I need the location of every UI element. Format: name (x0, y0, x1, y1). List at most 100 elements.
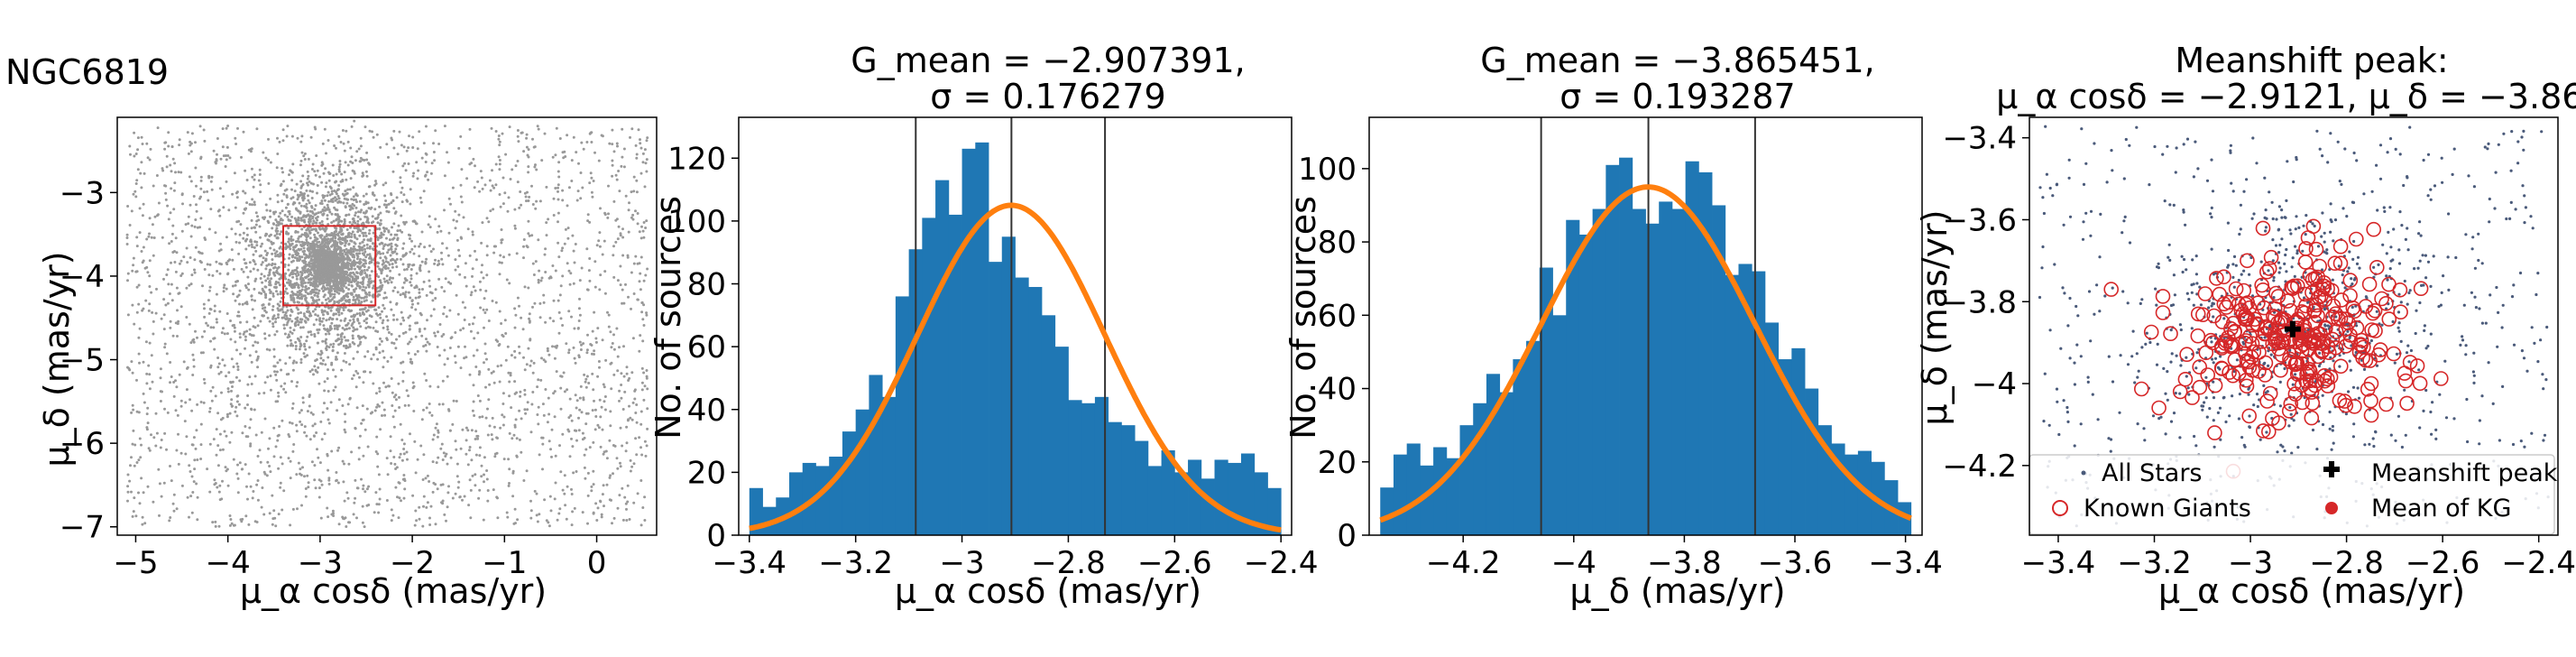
field-star-point (387, 230, 391, 234)
field-star-point (401, 291, 405, 295)
field-star-point (429, 504, 433, 508)
field-star-point (305, 287, 308, 291)
field-star-point (551, 345, 554, 348)
field-star-point (350, 291, 354, 295)
field-star-point (297, 237, 300, 240)
field-star-point (351, 207, 354, 210)
field-star-point (244, 406, 247, 410)
field-star-point (391, 199, 395, 202)
field-star-point (301, 199, 305, 202)
field-star-point (557, 299, 560, 302)
field-star-point (289, 523, 292, 527)
field-star-point (336, 233, 339, 236)
field-star-point (470, 429, 474, 432)
field-star-point (194, 447, 198, 450)
field-star-point (625, 372, 629, 375)
field-star-point (353, 227, 356, 230)
field-star-point (360, 336, 363, 339)
field-star-point (138, 437, 142, 440)
field-star-point (615, 327, 619, 330)
field-star-point (348, 343, 352, 347)
field-star-point (371, 130, 373, 134)
field-star-point (315, 229, 318, 232)
field-star-point (344, 317, 347, 320)
field-star-point (392, 146, 396, 150)
field-star-point (390, 462, 393, 465)
field-star-point (354, 211, 357, 215)
field-star-point (554, 153, 557, 157)
field-star-point (491, 169, 493, 172)
field-star-point (129, 153, 132, 156)
field-star-point (611, 159, 614, 162)
field-star-point (138, 327, 142, 330)
field-star-point (323, 293, 327, 297)
field-star-point (216, 320, 218, 324)
field-star-point (301, 193, 305, 196)
field-star-point (504, 153, 508, 156)
field-star-point (382, 307, 386, 310)
field-star-point (308, 217, 311, 221)
field-star-point (570, 437, 573, 440)
field-star-point (296, 230, 299, 234)
field-star-point (177, 319, 180, 323)
field-star-point (374, 491, 378, 495)
field-star-point (219, 157, 223, 161)
field-star-point (233, 326, 236, 329)
field-star-point (601, 493, 604, 496)
field-star-point (343, 171, 346, 174)
field-star-point (356, 215, 360, 218)
field-star-point (195, 429, 198, 432)
field-star-point (508, 253, 511, 256)
field-star-point (336, 318, 339, 321)
field-star-point (271, 294, 275, 298)
field-star-point (579, 171, 583, 174)
field-star-point (443, 290, 446, 293)
field-star-point (397, 224, 400, 227)
field-star-point (626, 255, 630, 259)
field-star-point (431, 299, 435, 302)
field-star-point (157, 201, 161, 205)
field-star-point (276, 200, 280, 204)
field-star-point (375, 312, 378, 316)
field-star-point (548, 317, 552, 319)
field-star-point (384, 260, 388, 264)
field-star-point (558, 507, 562, 511)
field-star-point (433, 331, 437, 335)
field-star-point (162, 481, 166, 485)
field-star-point (396, 229, 400, 233)
field-star-point (589, 171, 593, 175)
field-star-point (547, 217, 550, 221)
field-star-point (226, 273, 229, 276)
field-star-point (307, 481, 310, 485)
field-star-point (542, 413, 546, 417)
field-star-point (248, 203, 252, 206)
field-star-point (208, 490, 212, 494)
field-star-point (236, 491, 240, 495)
field-star-point (131, 371, 134, 375)
field-star-point (472, 400, 475, 403)
field-star-point (454, 440, 457, 443)
field-star-point (411, 174, 415, 178)
field-star-point (299, 190, 302, 194)
field-star-point (592, 388, 595, 392)
field-star-point (305, 214, 308, 217)
field-star-point (581, 511, 584, 514)
field-star-point (346, 300, 350, 303)
field-star-point (285, 323, 289, 327)
field-star-point (370, 270, 373, 273)
field-star-point (553, 497, 557, 501)
field-star-point (315, 318, 318, 321)
field-star-point (218, 214, 222, 217)
field-star-point (378, 267, 382, 271)
field-star-point (344, 412, 346, 416)
field-star-point (279, 456, 282, 459)
field-star-point (189, 235, 193, 238)
field-star-point (403, 268, 406, 272)
field-star-point (345, 178, 348, 181)
field-star-point (498, 310, 501, 313)
field-star-point (330, 361, 334, 365)
field-star-point (305, 202, 308, 206)
field-star-point (253, 263, 257, 266)
field-star-point (472, 157, 475, 161)
field-star-point (317, 478, 321, 482)
